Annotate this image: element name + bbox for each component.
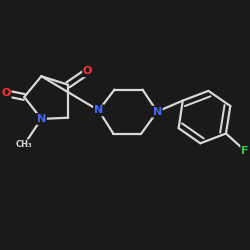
Text: N: N xyxy=(94,105,103,115)
Text: N: N xyxy=(152,106,162,117)
Text: F: F xyxy=(241,146,249,156)
Text: N: N xyxy=(37,114,46,124)
Text: CH₃: CH₃ xyxy=(16,140,32,149)
Text: O: O xyxy=(83,66,92,76)
Text: O: O xyxy=(1,88,11,98)
